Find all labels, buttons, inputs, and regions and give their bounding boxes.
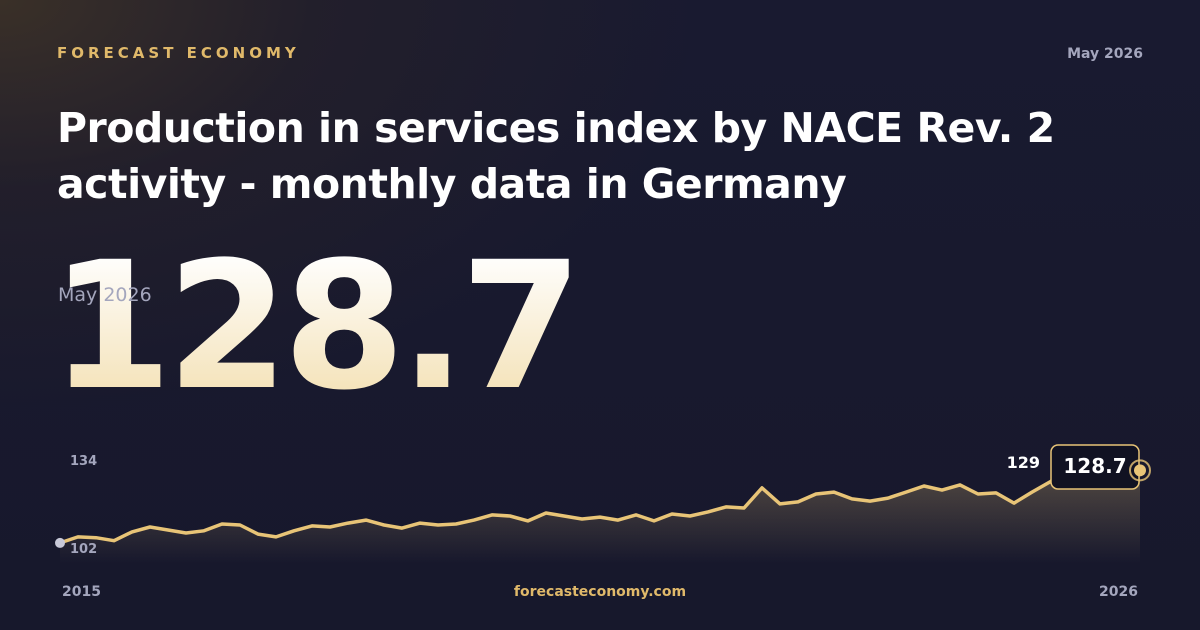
max-label: 129 [1007, 453, 1040, 472]
brand: FORECAST ECONOMY [57, 44, 300, 62]
x-label: 2015 [62, 584, 101, 600]
footer: forecasteconomy.com [514, 584, 686, 600]
area [60, 469, 1140, 563]
start-dot [55, 537, 65, 548]
line [58, 467, 1142, 545]
latest-value: 128.7 [50, 224, 583, 429]
y-tick-label: 134 [70, 454, 97, 469]
y-tick-label: 102 [70, 542, 97, 557]
value-box-label: 128.7 [1063, 454, 1126, 478]
date: May 2026 [1067, 46, 1143, 62]
end-ring [1129, 459, 1151, 482]
x-label: 2026 [1099, 584, 1138, 600]
end-dot [1134, 464, 1146, 477]
title: Production in services index by NACE Rev… [57, 104, 1055, 208]
latest-date: May 2026 [58, 284, 152, 306]
